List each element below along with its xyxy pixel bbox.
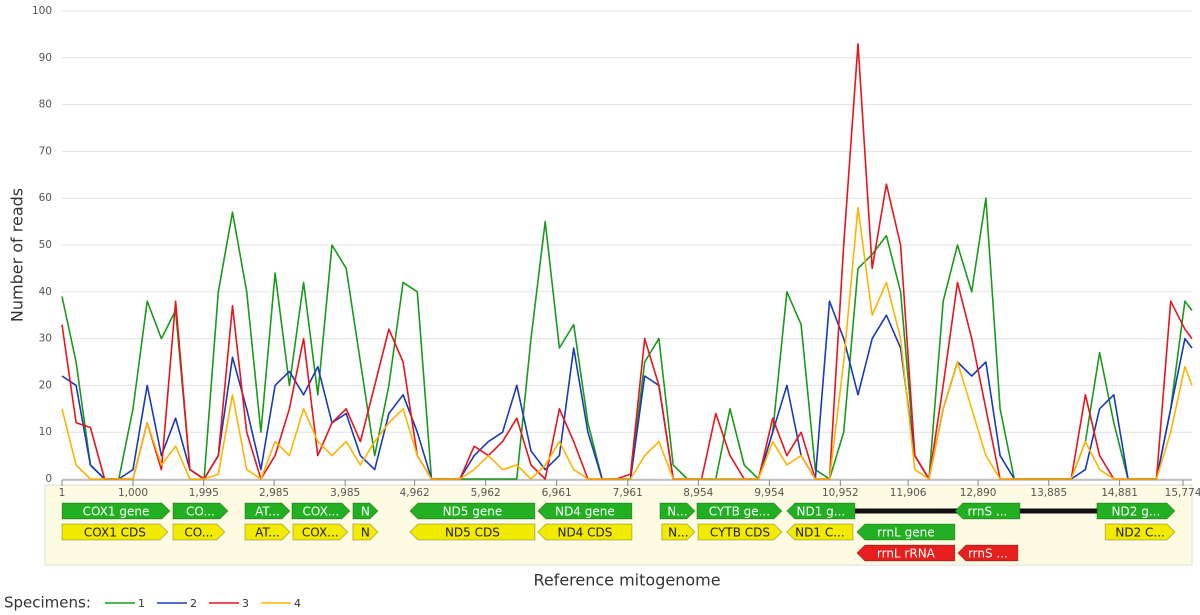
y-tick-label: 50	[39, 239, 52, 251]
feature-label: COX1 CDS	[84, 526, 146, 540]
y-tick-label: 70	[39, 145, 52, 157]
feature-label: CO...	[186, 505, 215, 519]
legend-label: 3	[242, 597, 249, 610]
feature-arrow	[352, 523, 379, 541]
feature-label: ND4 CDS	[557, 526, 612, 540]
x-tick-label: 4,962	[400, 487, 430, 499]
feature-arrow	[856, 523, 956, 541]
y-tick-label: 40	[39, 286, 52, 298]
feature-label: ND2 C...	[1115, 526, 1165, 540]
feature-arrow	[244, 523, 291, 541]
feature-label: ND5 CDS	[445, 526, 500, 540]
x-tick-label: 13,885	[1030, 487, 1067, 499]
feature-arrow	[409, 523, 536, 541]
feature-label: CYTB ge...	[709, 505, 770, 519]
feature-arrow	[61, 502, 171, 520]
feature-arrow	[61, 523, 169, 541]
feature-arrow	[409, 502, 536, 520]
feature-arrow	[1096, 502, 1176, 520]
feature-label: rrnS ...	[968, 547, 1008, 561]
feature-arrow	[537, 523, 633, 541]
y-tick-label: 10	[39, 426, 52, 438]
y-tick-label: 60	[39, 192, 52, 204]
feature-label: rrnL gene	[877, 526, 935, 540]
x-tick-label: 2,985	[259, 487, 289, 499]
feature-arrow	[537, 502, 633, 520]
feature-arrow	[856, 544, 956, 562]
feature-arrow	[786, 523, 854, 541]
x-tick-label: 1	[59, 487, 66, 499]
feature-label: ND5 gene	[443, 505, 503, 519]
x-tick-label: 15,774	[1165, 487, 1200, 499]
y-tick-label: 90	[39, 52, 52, 64]
legend-label: 2	[190, 597, 197, 610]
feature-arrow	[291, 502, 351, 520]
feature-arrow	[659, 502, 696, 520]
x-axis-label: Reference mitogenome	[533, 571, 720, 590]
x-tick-label: 6,961	[542, 487, 572, 499]
feature-label: ND4 gene	[555, 505, 615, 519]
feature-arrow	[661, 523, 696, 541]
x-tick-label: 12,890	[960, 487, 997, 499]
y-axis-label: Number of reads	[8, 188, 27, 322]
legend-label: 4	[294, 597, 301, 610]
feature-arrow	[244, 502, 291, 520]
x-tick-label: 3,985	[330, 487, 360, 499]
feature-arrow	[172, 502, 229, 520]
feature-arrow	[292, 523, 349, 541]
y-tick-label: 100	[32, 5, 52, 17]
feature-label: CYTB CDS	[710, 526, 770, 540]
feature-arrow	[954, 502, 1021, 520]
feature-arrow	[172, 523, 226, 541]
series-line	[61, 300, 1193, 480]
feature-label: COX...	[302, 526, 339, 540]
series-line	[61, 43, 1193, 480]
x-tick-label: 11,906	[890, 487, 927, 499]
feature-label: rrnL rRNA	[877, 547, 936, 561]
feature-label: N...	[668, 526, 688, 540]
feature-label: COX1 gene	[83, 505, 150, 519]
feature-arrow	[957, 544, 1019, 562]
feature-arrow	[352, 502, 379, 520]
feature-label: COX...	[303, 505, 340, 519]
x-tick-label: 9,954	[754, 487, 784, 499]
legend-title: Specimens:	[4, 594, 91, 612]
feature-arrow	[696, 502, 783, 520]
y-tick-label: 0	[45, 473, 52, 485]
feature-label: AT...	[255, 526, 280, 540]
feature-label: N...	[667, 505, 687, 519]
legend-label: 1	[138, 597, 145, 610]
series-line	[61, 206, 1193, 480]
x-tick-label: 8,954	[683, 487, 713, 499]
feature-label: N	[361, 526, 370, 540]
x-tick-label: 5,962	[471, 487, 501, 499]
feature-label: ND1 g...	[797, 505, 846, 519]
x-tick-label: 14,881	[1101, 487, 1138, 499]
feature-label: rrnS ...	[967, 505, 1007, 519]
feature-label: AT...	[255, 505, 280, 519]
y-tick-label: 80	[39, 99, 52, 111]
x-tick-label: 7,961	[613, 487, 643, 499]
feature-arrow	[786, 502, 856, 520]
y-tick-label: 30	[39, 333, 52, 345]
feature-label: N	[361, 505, 370, 519]
x-tick-label: 10,952	[822, 487, 859, 499]
y-tick-label: 20	[39, 379, 52, 391]
x-tick-label: 1,000	[118, 487, 148, 499]
feature-label: CO...	[184, 526, 213, 540]
feature-arrow	[1104, 523, 1176, 541]
x-tick-label: 1,995	[189, 487, 219, 499]
feature-label: ND2 g...	[1112, 505, 1161, 519]
feature-arrow	[697, 523, 783, 541]
feature-label: ND1 C...	[795, 526, 845, 540]
